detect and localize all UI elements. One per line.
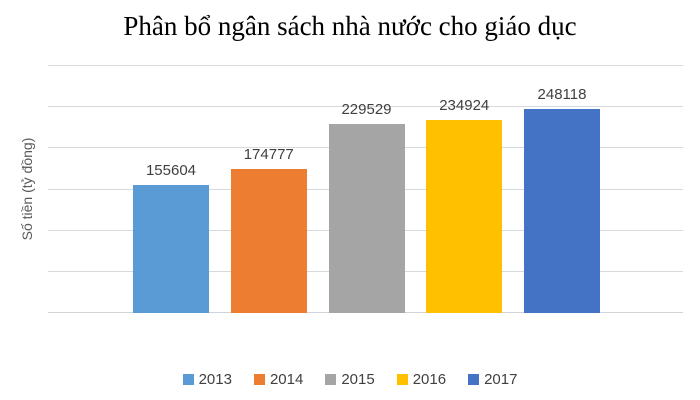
plot-area: 155604 174777 229529 234924 248118 (48, 65, 683, 313)
data-label-2014: 174777 (243, 146, 294, 164)
bar-2014 (230, 169, 307, 313)
legend-swatch-icon (396, 374, 408, 385)
legend-item-2017: 2017 (468, 371, 517, 388)
data-label-2016: 234924 (439, 96, 490, 114)
legend-swatch-icon (182, 374, 194, 385)
legend-item-2013: 2013 (182, 371, 232, 388)
legend: 2013 2014 2015 2016 2017 (0, 371, 700, 388)
legend-label: 2015 (341, 371, 375, 388)
legend-label: 2017 (484, 371, 518, 388)
gridline (48, 65, 683, 66)
bar-2013 (133, 184, 209, 313)
legend-label: 2016 (412, 371, 447, 388)
legend-item-2014: 2014 (253, 371, 304, 388)
legend-item-2015: 2015 (325, 371, 375, 388)
legend-item-2016: 2016 (396, 371, 447, 388)
legend-label: 2013 (198, 371, 232, 388)
bar-2016 (426, 119, 503, 313)
y-axis-title: Số tiền (tỷ đồng) (19, 137, 35, 241)
data-label-2013: 155604 (145, 161, 197, 179)
chart-title: Phân bổ ngân sách nhà nước cho giáo dục (123, 11, 577, 41)
data-label-2017: 248118 (537, 85, 587, 103)
legend-swatch-icon (468, 374, 480, 385)
bar-2015 (328, 124, 405, 313)
legend-swatch-icon (253, 374, 265, 385)
legend-label: 2014 (269, 371, 304, 388)
data-label-2015: 229529 (341, 101, 392, 119)
gridline (48, 106, 683, 108)
bar-2017 (524, 108, 600, 313)
legend-swatch-icon (325, 374, 337, 385)
